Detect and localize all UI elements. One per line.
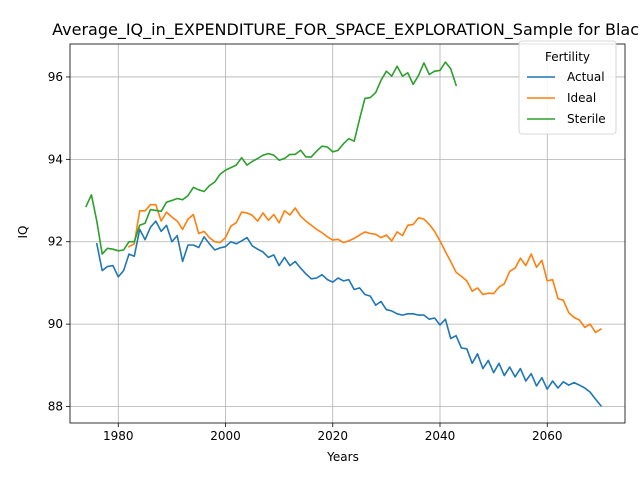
legend-label-sterile: Sterile — [567, 112, 606, 126]
y-tick-label: 96 — [48, 70, 63, 84]
y-tick-label: 94 — [48, 152, 63, 166]
x-tick-label: 2040 — [425, 429, 456, 443]
series-line-sterile — [85, 61, 458, 255]
legend: Fertility Actual Ideal Sterile — [518, 40, 617, 135]
axis-ticks: 1980 2000 2020 2040 2060 88 90 92 94 96 — [48, 70, 563, 443]
x-tick-label: 2000 — [210, 429, 241, 443]
y-axis-label: IQ — [16, 226, 30, 239]
legend-items: Actual Ideal Sterile — [527, 70, 606, 126]
x-axis-label: Years — [326, 450, 359, 464]
y-tick-label: 90 — [48, 317, 63, 331]
y-tick-label: 92 — [48, 235, 63, 249]
series-line-ideal — [127, 203, 602, 334]
x-tick-label: 1980 — [103, 429, 134, 443]
x-tick-label: 2020 — [317, 429, 348, 443]
legend-box — [518, 40, 617, 135]
chart-title: Average_IQ_in_EXPENDITURE_FOR_SPACE_EXPL… — [52, 20, 640, 40]
series-lines — [85, 61, 603, 407]
legend-label-actual: Actual — [567, 70, 605, 84]
y-tick-label: 88 — [48, 400, 63, 414]
plot-frame — [69, 43, 626, 424]
legend-title: Fertility — [545, 50, 590, 64]
series-line-actual — [95, 220, 603, 407]
legend-label-ideal: Ideal — [567, 91, 596, 105]
x-tick-label: 2060 — [532, 429, 563, 443]
